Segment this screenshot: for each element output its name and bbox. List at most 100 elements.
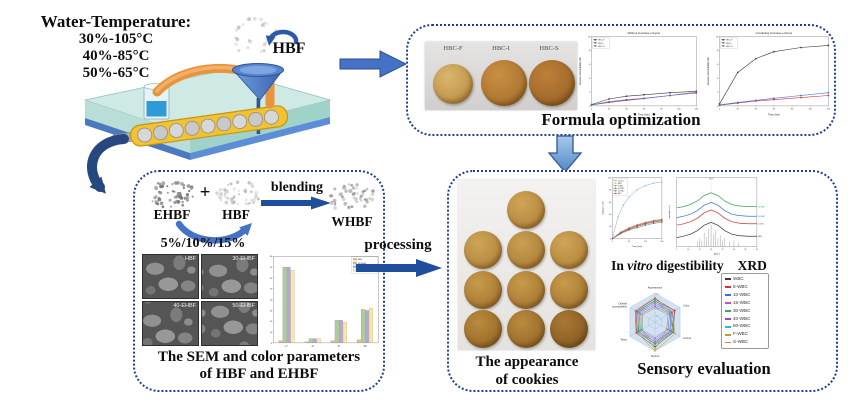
- svg-text:Color: Color: [683, 304, 690, 308]
- svg-text:120: 120: [827, 109, 831, 111]
- svg-text:40: 40: [270, 299, 273, 301]
- sem-tile-40-ehbf: 40-EHBF: [142, 301, 199, 346]
- legend-swatch: [725, 317, 731, 320]
- cookie-comparison-photo: HBC-F HBC-I HBC-S: [425, 42, 577, 110]
- water-temperature-line-3: 50%-65°C: [82, 64, 150, 81]
- sem-caption-line-2: of HBF and EHBF: [199, 366, 319, 382]
- svg-text:a*: a*: [312, 345, 314, 348]
- svg-text:HBC-S: HBC-S: [726, 46, 733, 48]
- legend-swatch: [725, 302, 731, 304]
- cookie-sample-label-2: HBC-I: [492, 45, 510, 52]
- svg-text:L*: L*: [286, 345, 288, 348]
- svg-text:0: 0: [591, 109, 593, 111]
- svg-text:5: 5: [676, 249, 677, 251]
- ehbf-label: EHBF: [153, 207, 191, 222]
- svg-text:70: 70: [270, 267, 273, 269]
- svg-text:HBC: HBC: [618, 193, 622, 195]
- legend-item: WBC: [725, 276, 765, 283]
- sem-color-box: + blending EHBF HBF WHBF 5%/10%/15% HBF …: [133, 170, 385, 392]
- svg-text:10: 10: [588, 36, 591, 38]
- ehbf-hbf-swoosh-arrow: [175, 220, 252, 244]
- blending-label: blending: [270, 180, 324, 195]
- svg-text:Hydrolysis (%): Hydrolysis (%): [602, 201, 605, 214]
- svg-text:20: 20: [710, 249, 712, 251]
- svg-text:HBC-I: HBC-I: [726, 43, 732, 45]
- legend-item: 5-WBC: [725, 284, 765, 291]
- svg-text:40: 40: [755, 109, 758, 111]
- water-temperature-line-1: 30%-105°C: [78, 31, 154, 48]
- whbf-powder-cluster: [329, 183, 375, 210]
- svg-text:HBF: HBF: [358, 259, 363, 261]
- legend-swatch: [725, 341, 731, 344]
- cookie-r4-c2: [507, 310, 545, 348]
- svg-text:30: 30: [733, 249, 735, 251]
- digestibility-chart: Time (min)Hydrolysis (%)0 60 120 1800204060…: [602, 177, 664, 248]
- legend-item: 10-WBC: [725, 292, 765, 299]
- svg-text:Time (min): Time (min): [768, 114, 780, 117]
- svg-text:0: 0: [717, 106, 719, 108]
- cookie-r1-c1: [507, 191, 545, 229]
- svg-text:80: 80: [270, 256, 273, 258]
- svg-text:0: 0: [610, 238, 611, 240]
- hbf-feed-label: HBF: [272, 40, 306, 57]
- svg-text:Without invertase enzyme: Without invertase enzyme: [628, 31, 661, 35]
- svg-text:4: 4: [717, 78, 719, 80]
- blending-arrow: [261, 196, 331, 210]
- svg-text:20: 20: [270, 321, 273, 323]
- cookie-sample-label-1: HBC-F: [443, 45, 463, 52]
- svg-text:HBC-I: HBC-I: [598, 43, 604, 45]
- formula-optimization-box: HBC-F HBC-I HBC-S Without invertase enzy…: [406, 24, 836, 136]
- legend-swatch: [725, 333, 731, 336]
- svg-text:7.5: 7.5: [656, 301, 659, 303]
- svg-text:60: 60: [628, 241, 630, 243]
- svg-text:Taste: Taste: [620, 338, 627, 342]
- arrow-to-sem-box: [87, 134, 129, 194]
- legend-swatch: [725, 325, 731, 328]
- cookie-r3-c1: [464, 271, 502, 309]
- svg-text:8: 8: [589, 50, 591, 52]
- legend-label: 50-WBC: [733, 323, 751, 329]
- svg-text:100: 100: [608, 177, 611, 179]
- legend-label: S-WBC: [733, 339, 749, 345]
- cookie-hbc-f: [433, 64, 473, 104]
- blend-ratios-label: 5%/10%/15%: [160, 236, 246, 251]
- svg-text:10-WBC: 10-WBC: [758, 216, 766, 218]
- svg-text:b*: b*: [338, 345, 340, 348]
- cookies-caption-line-2: of cookies: [495, 372, 559, 388]
- svg-text:2θ (°): 2θ (°): [714, 254, 720, 256]
- water-temperature-panel: Water-Temperature: 30%-105°C 40%-85°C 50…: [16, 12, 216, 81]
- cookie-hbc-s: [529, 60, 575, 106]
- xrd-chart: 19.9° 15-WBC 10-WBC 5-WBC WBC 5 10 15 20 25 30 35 40…: [668, 177, 766, 256]
- svg-text:10.0: 10.0: [656, 294, 660, 296]
- water-temperature-line-2: 40%-85°C: [82, 47, 150, 64]
- svg-text:30-EHBF: 30-EHBF: [358, 263, 367, 265]
- legend-label: 5-WBC: [733, 283, 748, 289]
- legend-swatch: [725, 294, 731, 297]
- sensory-radar-chart: 2.55.07.510.0AppearanceColorAromaTexture…: [612, 285, 692, 358]
- svg-text:Aroma: Aroma: [683, 336, 691, 340]
- svg-text:Time (min): Time (min): [632, 246, 642, 248]
- cookies-caption-line-1: The appearance: [475, 354, 579, 370]
- svg-text:WI: WI: [364, 345, 367, 348]
- svg-text:60: 60: [643, 109, 646, 111]
- funnel-icon: [232, 63, 284, 101]
- svg-text:120: 120: [695, 109, 699, 111]
- sem-caption-line-1: The SEM and color parameters: [157, 349, 361, 365]
- svg-text:HBC-F: HBC-F: [598, 40, 605, 42]
- legend-item: F-WBC: [725, 331, 765, 338]
- sem-image-grid: HBF 30-EHBF 40-EHBF 50-EHBF: [142, 254, 258, 346]
- svg-text:HBC-F: HBC-F: [726, 40, 733, 42]
- sem-tile-hbf: HBF: [142, 254, 199, 299]
- svg-text:180: 180: [660, 241, 663, 243]
- whbf-label: WHBF: [331, 214, 373, 229]
- svg-text:10: 10: [687, 249, 689, 251]
- svg-text:2: 2: [589, 92, 591, 94]
- formula-box-caption: Formula optimization: [541, 110, 701, 129]
- ehbf-powder-cluster: [151, 181, 194, 209]
- beaker-icon: [143, 83, 170, 120]
- svg-text:30: 30: [270, 310, 273, 312]
- svg-text:15-WBC: 15-WBC: [618, 191, 625, 193]
- svg-text:0: 0: [719, 109, 721, 111]
